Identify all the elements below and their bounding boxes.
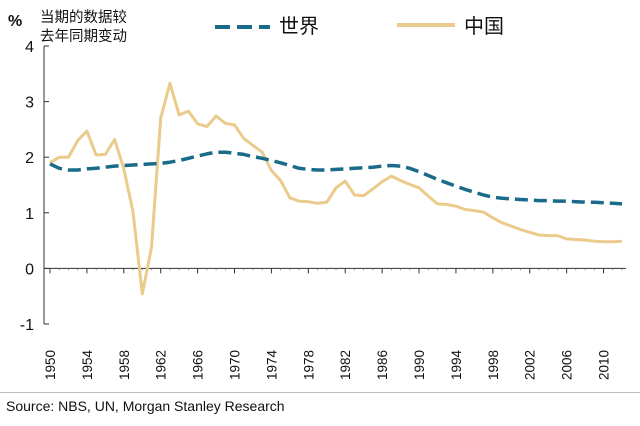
legend: 世界 中国 xyxy=(215,14,504,38)
plot-series xyxy=(49,81,623,296)
x-tick-label: 1978 xyxy=(301,350,316,380)
y-axis-title-line-1: 当期的数据较 xyxy=(40,8,127,26)
x-tick-label: 1970 xyxy=(228,350,243,380)
x-tick-label: 1950 xyxy=(43,350,58,380)
x-tick-label: 1958 xyxy=(117,350,132,380)
y-axis-title-line-2: 去年同期变动 xyxy=(40,28,127,45)
x-tick-label: 1966 xyxy=(191,350,206,380)
x-tick-label: 1974 xyxy=(264,349,279,380)
series-line-world xyxy=(49,150,623,206)
y-tick-label: 4 xyxy=(25,39,34,56)
y-tick-label: 3 xyxy=(25,95,34,112)
x-tick-label: 1998 xyxy=(486,350,501,380)
y-tick-label: 2 xyxy=(25,150,34,167)
y-tick-label: -1 xyxy=(20,317,34,334)
legend-label-china: 中国 xyxy=(464,14,504,38)
y-tick-label: 0 xyxy=(25,261,34,278)
source-divider xyxy=(0,392,640,393)
x-tick-label: 2010 xyxy=(597,350,612,380)
x-tick-label: 2002 xyxy=(523,350,538,380)
legend-label-world: 世界 xyxy=(279,14,319,38)
series-line-china xyxy=(49,81,623,296)
x-tick-label: 2006 xyxy=(560,350,575,380)
source-note: Source: NBS, UN, Morgan Stanley Research xyxy=(6,398,285,414)
y-axis: -1 0 1 2 3 4 xyxy=(20,39,49,334)
x-tick-label: 1982 xyxy=(338,350,353,380)
x-tick-label: 1994 xyxy=(449,349,464,380)
x-axis: 1950 1954 1958 1962 1966 1970 1974 1978 1982 1986… xyxy=(43,267,626,380)
y-tick-label: 1 xyxy=(25,206,34,223)
x-tick-label: 1962 xyxy=(154,350,169,380)
x-tick-label: 1986 xyxy=(375,350,390,380)
y-unit-label: % xyxy=(8,13,22,30)
x-tick-label: 1954 xyxy=(80,349,95,380)
x-tick-label: 1990 xyxy=(412,350,427,380)
